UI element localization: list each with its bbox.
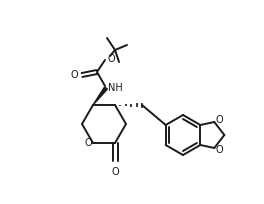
Polygon shape: [93, 87, 107, 105]
Text: O: O: [70, 70, 78, 80]
Text: O: O: [215, 145, 223, 155]
Text: NH: NH: [108, 83, 123, 93]
Text: O: O: [107, 54, 115, 64]
Text: O: O: [84, 138, 92, 148]
Text: O: O: [215, 115, 223, 125]
Text: O: O: [111, 167, 119, 177]
